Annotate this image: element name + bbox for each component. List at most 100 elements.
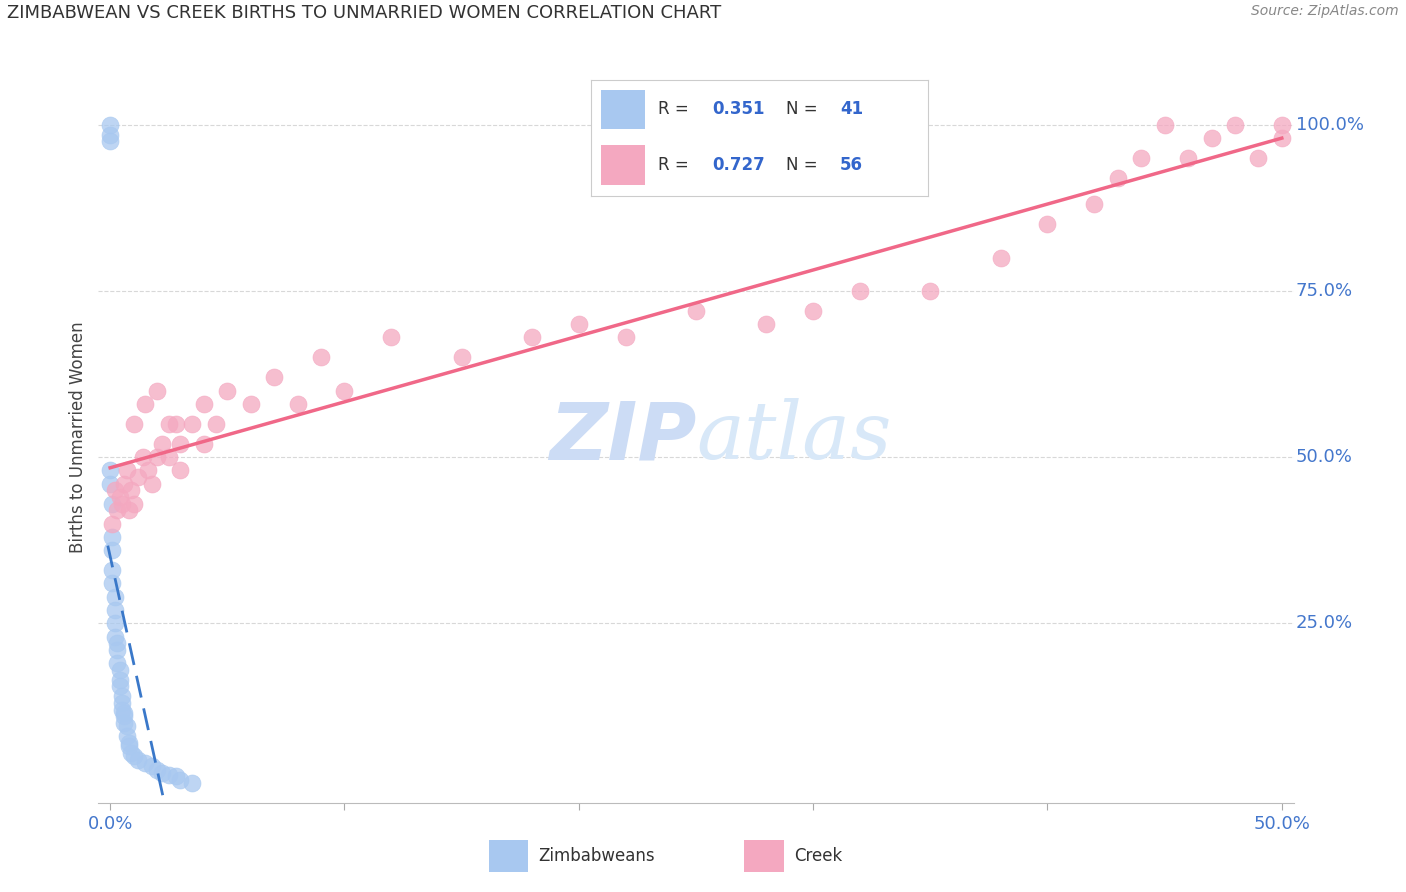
Point [217, 384, 239, 398]
Point [105, 503, 128, 517]
Point [568, 317, 591, 331]
Point [105, 656, 128, 670]
Point [101, 497, 124, 511]
Text: N =: N = [786, 156, 823, 174]
Point [101, 563, 124, 577]
Point [111, 696, 134, 710]
Point [134, 397, 156, 411]
Point [146, 450, 169, 464]
Point [287, 397, 309, 411]
Point [118, 503, 141, 517]
Point [520, 330, 543, 344]
Point [104, 616, 127, 631]
Point [98, 134, 121, 148]
Point [309, 351, 332, 365]
Text: ZIMBABWEAN VS CREEK BIRTHS TO UNMARRIED WOMEN CORRELATION CHART: ZIMBABWEAN VS CREEK BIRTHS TO UNMARRIED … [7, 4, 721, 22]
Point [193, 436, 215, 450]
Point [169, 772, 191, 787]
Point [108, 673, 131, 687]
Point [146, 763, 169, 777]
Point [112, 716, 135, 731]
Point [136, 463, 159, 477]
Point [101, 516, 124, 531]
Text: 0.727: 0.727 [711, 156, 765, 174]
Point [849, 284, 872, 298]
Point [105, 636, 128, 650]
Point [115, 463, 138, 477]
Point [146, 384, 169, 398]
Point [1153, 118, 1175, 132]
Point [181, 776, 204, 790]
Point [990, 251, 1012, 265]
Point [98, 476, 121, 491]
Point [127, 470, 149, 484]
Point [134, 756, 156, 770]
Point [1247, 151, 1270, 165]
Point [112, 706, 135, 720]
Point [169, 463, 191, 477]
Point [239, 397, 262, 411]
Point [920, 284, 942, 298]
Point [132, 450, 155, 464]
Point [141, 476, 163, 491]
Text: 41: 41 [841, 100, 863, 119]
Point [108, 490, 131, 504]
Text: N =: N = [786, 100, 823, 119]
Point [120, 746, 142, 760]
Bar [600, 89, 644, 129]
Text: R =: R = [658, 100, 695, 119]
Point [112, 709, 135, 723]
Point [150, 765, 173, 780]
Bar [745, 840, 783, 872]
Point [104, 630, 127, 644]
Point [104, 483, 127, 498]
Text: 75.0%: 75.0% [1296, 282, 1353, 300]
Point [1036, 217, 1059, 231]
Point [122, 497, 145, 511]
Point [101, 543, 124, 558]
Text: atlas: atlas [696, 399, 891, 475]
Point [1130, 151, 1153, 165]
Point [98, 118, 121, 132]
Point [614, 330, 637, 344]
Point [380, 330, 402, 344]
Point [111, 690, 134, 704]
Point [98, 463, 121, 477]
Point [108, 680, 131, 694]
Point [1177, 151, 1199, 165]
Point [1271, 118, 1294, 132]
Point [101, 576, 124, 591]
Point [801, 303, 824, 318]
Point [1107, 170, 1129, 185]
Text: Source: ZipAtlas.com: Source: ZipAtlas.com [1251, 4, 1399, 19]
Point [111, 703, 134, 717]
Point [150, 436, 173, 450]
Text: 100.0%: 100.0% [1296, 116, 1364, 134]
Point [1083, 197, 1105, 211]
Point [115, 729, 138, 743]
Point [685, 303, 707, 318]
Point [101, 530, 124, 544]
Point [1201, 131, 1223, 145]
Point [333, 384, 356, 398]
Text: 50.0%: 50.0% [1296, 448, 1353, 466]
Point [127, 753, 149, 767]
Point [141, 759, 163, 773]
Bar [600, 145, 644, 185]
Text: R =: R = [658, 156, 695, 174]
Text: 0.351: 0.351 [711, 100, 765, 119]
Y-axis label: Births to Unmarried Women: Births to Unmarried Women [69, 321, 87, 553]
Point [450, 351, 472, 365]
Text: 25.0%: 25.0% [1296, 615, 1353, 632]
Point [111, 497, 134, 511]
Point [165, 417, 187, 431]
Text: Creek: Creek [793, 847, 842, 865]
Point [204, 417, 226, 431]
Point [157, 417, 180, 431]
Point [122, 749, 145, 764]
Text: 56: 56 [841, 156, 863, 174]
Point [157, 450, 180, 464]
Point [122, 417, 145, 431]
Point [1271, 131, 1294, 145]
Point [181, 417, 204, 431]
